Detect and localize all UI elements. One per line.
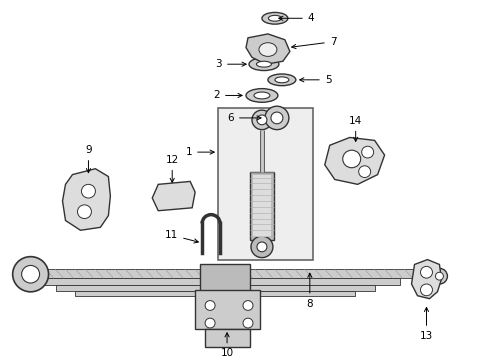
Text: 6: 6 [227, 113, 261, 123]
Text: 1: 1 [185, 147, 214, 157]
Polygon shape [245, 34, 289, 64]
Polygon shape [152, 181, 195, 211]
Circle shape [264, 106, 288, 130]
Circle shape [430, 268, 447, 284]
Polygon shape [62, 169, 110, 230]
Text: 9: 9 [85, 145, 92, 173]
Circle shape [358, 166, 370, 177]
Circle shape [435, 272, 443, 280]
Bar [200, 265, 249, 302]
Circle shape [342, 150, 360, 168]
Text: 8: 8 [306, 273, 312, 309]
Circle shape [21, 265, 40, 283]
Text: 10: 10 [220, 333, 233, 359]
Ellipse shape [262, 12, 287, 24]
Bar [75, 291, 354, 296]
Ellipse shape [245, 89, 277, 102]
Circle shape [243, 301, 252, 310]
Circle shape [204, 318, 215, 328]
Ellipse shape [253, 92, 269, 99]
Bar [249, 172, 273, 240]
Text: 4: 4 [278, 13, 314, 23]
Circle shape [270, 112, 283, 124]
Ellipse shape [259, 43, 276, 57]
Circle shape [420, 284, 431, 296]
Ellipse shape [248, 58, 278, 71]
Polygon shape [324, 138, 384, 184]
Bar [41, 278, 399, 285]
Circle shape [251, 110, 271, 130]
Circle shape [256, 242, 266, 252]
Text: 11: 11 [164, 230, 198, 243]
Circle shape [204, 301, 215, 310]
Text: 14: 14 [348, 116, 362, 141]
Circle shape [81, 184, 95, 198]
Ellipse shape [274, 77, 288, 83]
Ellipse shape [267, 74, 295, 86]
Bar [204, 329, 249, 347]
Bar [218, 108, 312, 260]
Ellipse shape [268, 15, 281, 21]
Text: 12: 12 [165, 155, 179, 183]
Bar [56, 285, 374, 291]
Polygon shape [411, 260, 441, 299]
Circle shape [420, 266, 431, 278]
Bar [252, 175, 270, 237]
Text: 13: 13 [419, 307, 432, 341]
Bar [25, 269, 419, 278]
Text: 5: 5 [299, 75, 331, 85]
Bar [195, 290, 260, 329]
Circle shape [256, 115, 266, 125]
Circle shape [13, 257, 48, 292]
Bar [204, 297, 244, 309]
Circle shape [77, 205, 91, 219]
Text: 3: 3 [215, 59, 245, 69]
Circle shape [361, 146, 373, 158]
Ellipse shape [256, 61, 271, 67]
Circle shape [250, 236, 272, 258]
Text: 2: 2 [213, 90, 242, 100]
Text: 7: 7 [291, 37, 336, 49]
Circle shape [243, 318, 252, 328]
